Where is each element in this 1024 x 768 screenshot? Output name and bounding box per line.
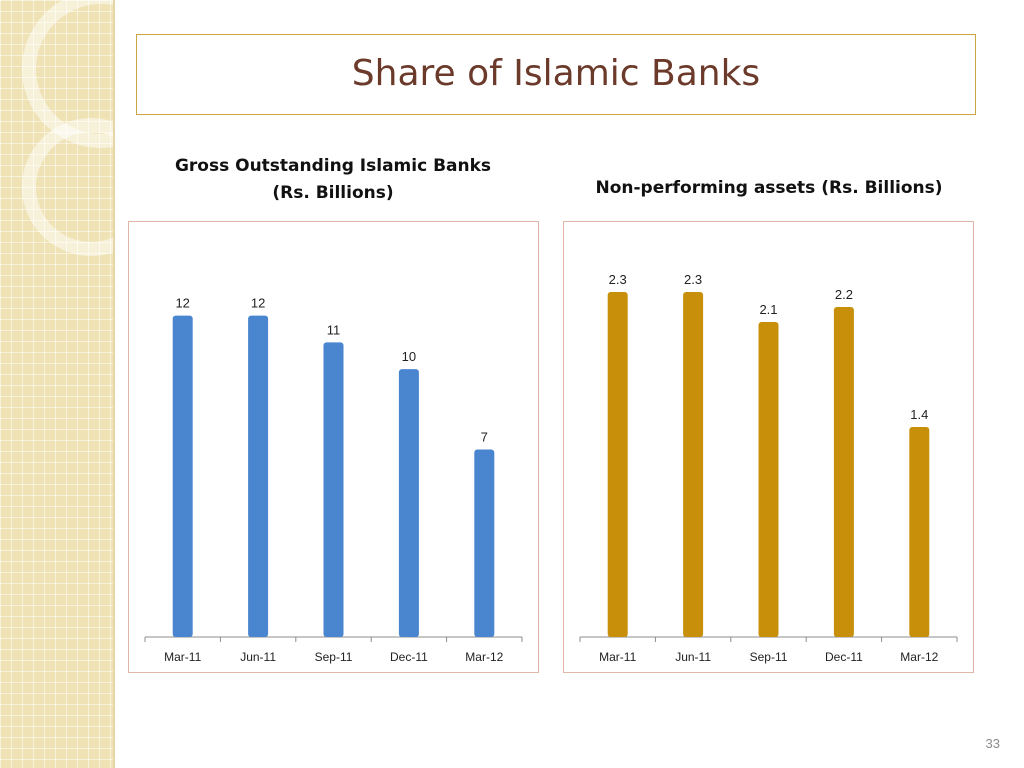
bar-mar-12 bbox=[909, 427, 930, 637]
chart2-svg: 2.3 Mar-11 2.3 Jun-11 2.1 Sep-11 2.2 Dec-11 1.4 M… bbox=[579, 272, 958, 664]
data-label: 2.1 bbox=[759, 302, 777, 317]
bar-mar-11 bbox=[172, 315, 193, 637]
page-number: 33 bbox=[985, 736, 1000, 751]
data-label: 12 bbox=[251, 296, 265, 311]
data-label: 2.3 bbox=[684, 272, 702, 287]
bar-sep-11 bbox=[323, 342, 344, 637]
x-tick-label: Sep-11 bbox=[315, 650, 353, 664]
data-label: 10 bbox=[402, 349, 416, 364]
x-tick-label: Jun-11 bbox=[240, 650, 276, 664]
x-tick-label: Dec-11 bbox=[390, 650, 428, 664]
x-tick-label: Dec-11 bbox=[825, 650, 863, 664]
decorative-ring bbox=[22, 118, 113, 256]
data-label: 1.4 bbox=[910, 407, 928, 422]
x-tick-label: Mar-11 bbox=[599, 650, 636, 664]
slide-title-box: Share of Islamic Banks bbox=[136, 34, 976, 115]
bar-dec-11 bbox=[398, 369, 419, 637]
bar-mar-11 bbox=[607, 292, 628, 637]
x-tick-label: Jun-11 bbox=[675, 650, 711, 664]
chart1-svg: 12 Mar-11 12 Jun-11 11 Sep-11 10 Dec-11 7 Mar-12 bbox=[144, 296, 523, 664]
x-tick-label: Mar-12 bbox=[465, 650, 503, 664]
chart1-title: Gross Outstanding Islamic Banks (Rs. Bil… bbox=[148, 153, 518, 207]
chart1-frame: 12 Mar-11 12 Jun-11 11 Sep-11 10 Dec-11 7 Mar-12 bbox=[128, 221, 539, 673]
data-label: 12 bbox=[175, 296, 189, 311]
data-label: 2.3 bbox=[609, 272, 627, 287]
bar-dec-11 bbox=[833, 307, 854, 637]
bar-jun-11 bbox=[683, 292, 704, 637]
slide-title: Share of Islamic Banks bbox=[351, 53, 761, 94]
data-label: 2.2 bbox=[835, 287, 853, 302]
x-tick-label: Sep-11 bbox=[750, 650, 788, 664]
chart2-title: Non-performing assets (Rs. Billions) bbox=[560, 175, 978, 202]
x-tick-label: Mar-12 bbox=[900, 650, 938, 664]
data-label: 7 bbox=[481, 430, 488, 445]
decorative-side-band bbox=[0, 0, 115, 768]
data-label: 11 bbox=[327, 322, 341, 337]
chart1-title-line2: (Rs. Billions) bbox=[272, 183, 394, 203]
bar-mar-12 bbox=[474, 449, 495, 637]
chart2-frame: 2.3 Mar-11 2.3 Jun-11 2.1 Sep-11 2.2 Dec-11 1.4 M… bbox=[563, 221, 974, 673]
bar-sep-11 bbox=[758, 322, 779, 637]
chart1-title-line1: Gross Outstanding Islamic Banks bbox=[174, 156, 492, 176]
bar-jun-11 bbox=[248, 315, 269, 637]
chart2-title-line1: Non-performing assets (Rs. Billions) bbox=[595, 178, 943, 198]
x-tick-label: Mar-11 bbox=[164, 650, 201, 664]
